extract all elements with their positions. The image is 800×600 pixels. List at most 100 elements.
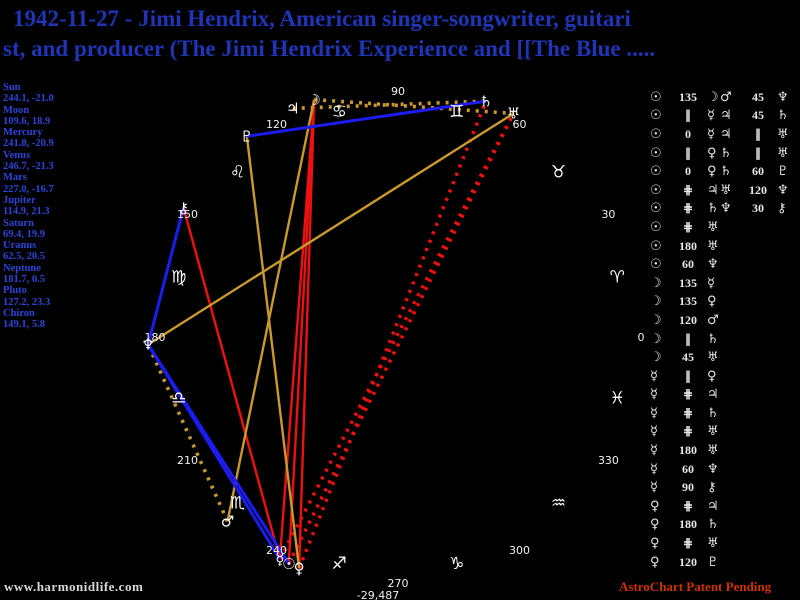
planet-chiron-icon: ⚷ [178, 199, 189, 217]
planet2-symbol: ♅ [707, 238, 719, 254]
planet2-symbol: ♄ [707, 331, 719, 347]
planet-coords-value: 114.9, 21.3 [3, 206, 50, 218]
planet-coords-value: 109.6, 18.9 [3, 115, 51, 127]
planet-coords-value: 69.4, 19.9 [3, 228, 45, 240]
planet-coords-value: 227.0, -16.7 [3, 183, 54, 195]
aspect-row: ☿ ⋕ ♄ [650, 404, 726, 423]
aspect-row: ☉ ⋕ ♃ [650, 181, 726, 200]
aspect-line-moon-mars [226, 99, 316, 522]
aspect-row: ♆ 30 ⚷ [720, 200, 796, 219]
aspect-line-chiron-neptune [146, 207, 185, 345]
aspect-value: 60 [682, 257, 694, 272]
planet-neptune-icon: ♆ [141, 336, 154, 354]
planet1-symbol: ☉ [650, 145, 662, 161]
planet-name-label: Neptune [3, 262, 41, 274]
aspect-row: ☉ 0 ♀ [650, 162, 726, 181]
planet1-symbol: ♅ [720, 182, 732, 198]
aspect-value: 60 [682, 461, 694, 476]
aspect-row: ☿ ⋕ ♃ [650, 386, 726, 405]
planet1-symbol: ☉ [650, 126, 662, 142]
planet-coords-value: 181.7, 0.5 [3, 274, 45, 286]
aspect-value: ⋕ [682, 536, 694, 551]
sign-cancer-icon: ♋ [332, 102, 347, 122]
aspect-value: 45 [752, 89, 764, 104]
aspect-line-mercury-chiron [182, 207, 282, 560]
aspect-row: ☉ ∥ ☿ [650, 107, 726, 126]
planet2-symbol: ♂ [707, 312, 719, 328]
planet-jupiter-icon: ♃ [286, 100, 299, 118]
planet-name-label: Venus [3, 149, 31, 161]
planet2-symbol: ☿ [707, 108, 715, 124]
aspect-row: ☿ 60 ♆ [650, 460, 726, 479]
planet2-symbol: ♆ [707, 461, 719, 477]
degree-label-120: 120 [266, 118, 287, 131]
planet1-symbol: ☽ [650, 275, 662, 291]
aspect-line-venus-saturn [297, 100, 488, 570]
aspect-row: ♀ 180 ♄ [650, 516, 726, 535]
aspect-value: 60 [752, 164, 764, 179]
planet-name-label: Saturn [3, 217, 34, 229]
planet1-symbol: ☉ [650, 201, 662, 217]
planet1-symbol: ♀ [650, 517, 660, 533]
aspect-row: ♃ ∥ ♅ [720, 125, 796, 144]
planet2-symbol: ♄ [707, 405, 719, 421]
planet1-symbol: ☉ [650, 219, 662, 235]
sign-gemini-icon: ♊ [449, 102, 464, 122]
aspect-value: ⋕ [682, 219, 694, 234]
planet1-symbol: ☽ [650, 294, 662, 310]
planet2-symbol: ♅ [777, 126, 789, 142]
planet1-symbol: ☽ [650, 350, 662, 366]
aspect-row: ☿ ∥ ♀ [650, 367, 726, 386]
planet2-symbol: ♅ [707, 424, 719, 440]
planet2-symbol: ♆ [707, 257, 719, 273]
planet1-symbol: ☽ [650, 312, 662, 328]
planet2-symbol: ♀ [707, 368, 717, 384]
planet1-symbol: ☉ [650, 89, 662, 105]
website-url-link[interactable]: www.harmonidlife.com [4, 579, 144, 594]
sign-taurus-icon: ♉ [551, 162, 566, 182]
aspect-value: 0 [685, 126, 691, 141]
aspect-row: ☿ 180 ♅ [650, 441, 726, 460]
aspect-table-column-2: ♂ 45 ♆ ♃ 45 ♄ ♃ ∥ ♅ ♄ ∥ ♅ ♄ 60 ♇ ♅ 120 ♆ ♆ 30 ⚷ [720, 88, 796, 218]
planet-venus-icon: ♀ [294, 560, 305, 578]
aspect-line-venus-pluto [245, 136, 301, 569]
sign-pisces-icon: ♓ [610, 389, 625, 409]
aspect-value: ⋕ [682, 201, 694, 216]
planet-name-label: Mercury [3, 127, 43, 139]
aspect-row: ☉ ⋕ ♄ [650, 200, 726, 219]
planet2-symbol: ♄ [777, 108, 789, 124]
aspect-value: 120 [749, 182, 767, 197]
planet1-symbol: ♄ [720, 164, 732, 180]
aspect-row: ☉ 180 ♅ [650, 237, 726, 256]
sign-leo-icon: ♌ [230, 162, 245, 182]
degree-label-30: 30 [601, 208, 615, 221]
degree-label-150: 150 [177, 208, 198, 221]
planet2-symbol: ♅ [707, 536, 719, 552]
aspect-value: ∥ [685, 145, 691, 160]
aspect-line-sun-uranus [287, 112, 516, 565]
aspect-value: 135 [679, 294, 697, 309]
planet-coords-value: 127.2, 23.3 [3, 296, 51, 308]
aspect-line-mars-neptune [146, 343, 230, 523]
aspect-row: ☽ 120 ♂ [650, 311, 726, 330]
aspect-row: ☽ 45 ♅ [650, 348, 726, 367]
degree-label-0: 0 [638, 331, 645, 344]
degree-label-240: 240 [266, 544, 287, 557]
planet2-symbol: ♇ [707, 554, 719, 570]
aspect-value: 180 [679, 443, 697, 458]
planet-coords-value: 244.1, -21.0 [3, 93, 54, 105]
aspect-value: 45 [682, 350, 694, 365]
planet-coords-value: 241.8, -20.9 [3, 138, 54, 150]
degree-label-210: 210 [177, 454, 198, 467]
aspect-value: 120 [679, 554, 697, 569]
aspect-value: 0 [685, 164, 691, 179]
aspect-row: ♀ ⋕ ♃ [650, 497, 726, 516]
planet2-symbol: ♅ [777, 145, 789, 161]
planet1-symbol: ☿ [650, 368, 658, 384]
planet-coords-value: 149.1, 5.8 [3, 319, 45, 331]
planet2-symbol: ♆ [777, 89, 789, 105]
aspect-value: ∥ [755, 145, 761, 160]
planet-mars-icon: ♂ [221, 513, 234, 531]
aspect-line-mercury-uranus [278, 112, 516, 560]
